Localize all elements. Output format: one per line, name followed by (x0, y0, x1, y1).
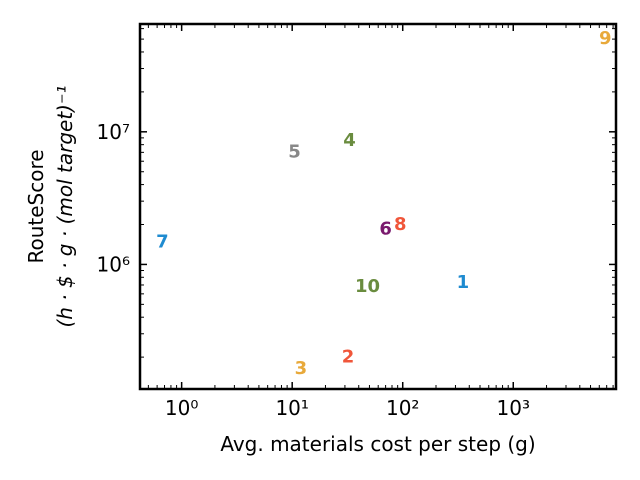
data-point: 10 (355, 276, 380, 297)
plot-frame (138, 22, 618, 391)
data-point: 4 (343, 130, 356, 151)
data-point: 2 (342, 347, 355, 368)
data-point: 3 (295, 358, 308, 379)
x-tick-label: 10⁰ (165, 396, 198, 420)
y-tick-label: 10⁷ (97, 120, 130, 144)
data-point: 5 (288, 142, 301, 163)
data-point: 9 (599, 28, 612, 49)
x-axis-label: Avg. materials cost per step (g) (220, 432, 535, 456)
x-tick-label: 10¹ (275, 396, 308, 420)
y-axis-label: RouteScore (h · $ · g · (mol target)⁻¹ (24, 85, 77, 327)
y-axis-label-line2: (h · $ · g · (mol target)⁻¹ (53, 85, 77, 327)
y-axis-label-line1: RouteScore (24, 149, 48, 263)
ticks-layer: 10⁰ 10¹ 10² 10³ 10⁶ 10⁷ (97, 24, 616, 420)
x-tick-label: 10² (386, 396, 419, 420)
points-layer: 1 2 3 4 5 6 7 8 9 10 (156, 28, 611, 379)
x-tick-label: 10³ (497, 396, 530, 420)
data-point: 1 (457, 272, 470, 293)
data-point: 7 (156, 231, 169, 252)
data-point: 8 (394, 214, 407, 235)
data-point: 6 (379, 218, 392, 239)
y-tick-label: 10⁶ (97, 252, 130, 276)
